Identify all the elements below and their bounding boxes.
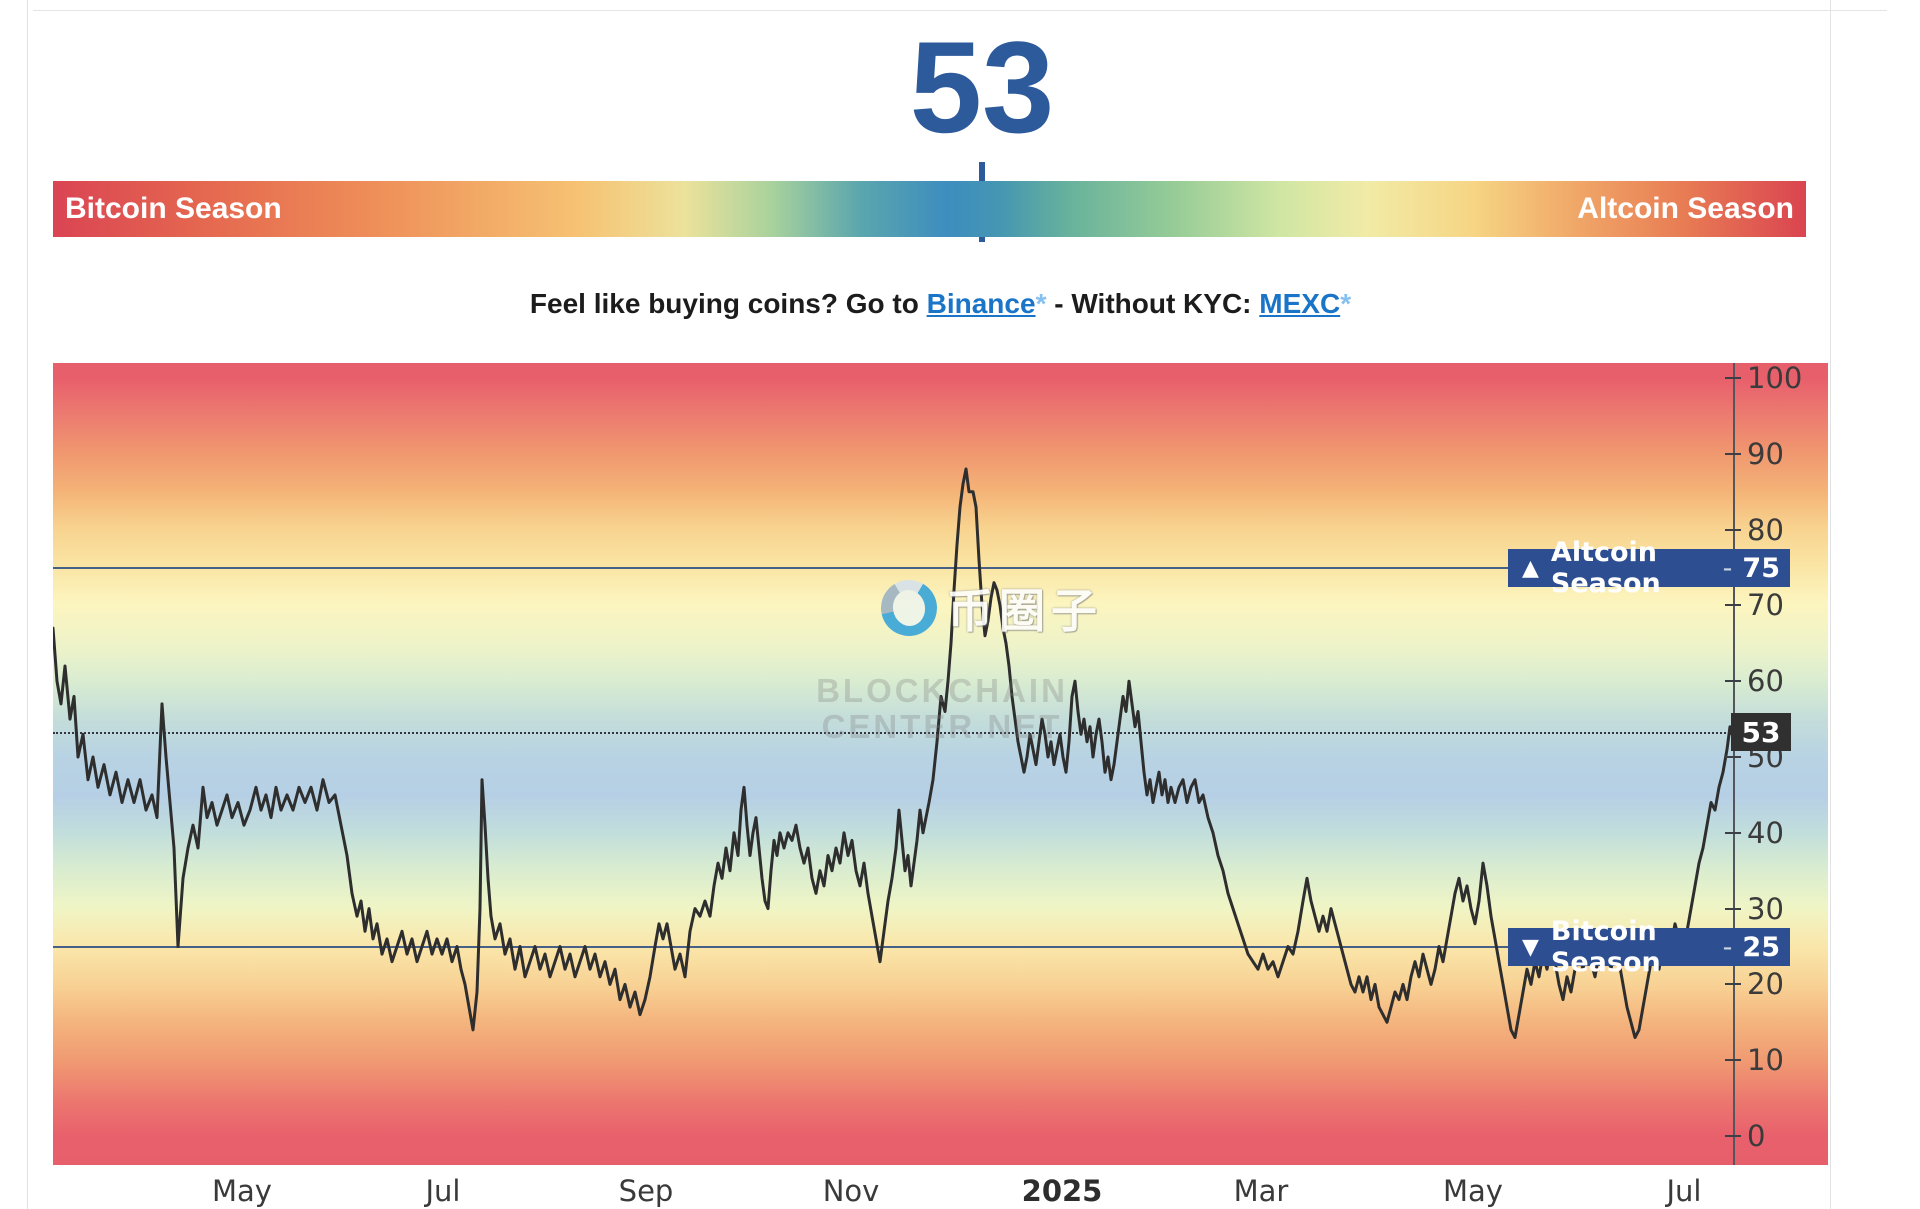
y-tick-dash [1725,907,1741,910]
bitcoin-season-label: Bitcoin Season [1550,916,1661,978]
x-tick-label: Mar [1233,1174,1289,1208]
binance-affiliate-star: * [1035,288,1047,319]
watermark-logo-icon [871,570,947,646]
y-tick-dash [1725,452,1741,455]
gauge-label-altcoin-season: Altcoin Season [1577,192,1794,225]
season-gauge-bar: Bitcoin Season Altcoin Season [53,181,1806,237]
x-tick-label: May [212,1174,272,1208]
y-tick-label: 100 [1747,361,1803,395]
triangle-up-icon: ▲ [1522,555,1539,581]
x-tick-label: May [1443,1174,1503,1208]
right-border-line [1830,0,1831,1209]
altcoin-season-label-box: ▲ Altcoin Season - 75 [1508,537,1790,599]
current-value-dotted-line [53,732,1733,734]
x-tick-label: Sep [618,1174,674,1208]
gauge-label-bitcoin-season: Bitcoin Season [65,192,282,225]
x-tick-label: Nov [822,1174,880,1208]
watermark-cn: 币圈子 [871,570,1103,646]
bitcoin-season-label-box: ▼ Bitcoin Season - 25 [1508,916,1790,978]
y-tick-label: 20 [1747,967,1784,1002]
watermark-en-line1: BLOCKCHAIN [816,672,1068,709]
x-tick-label: 2025 [1021,1174,1103,1208]
altcoin-season-label: Altcoin Season [1550,537,1661,599]
mexc-affiliate-star: * [1340,288,1352,319]
y-tick-label: 30 [1747,891,1784,926]
y-tick-dash [1725,528,1741,531]
y-tick-label: 40 [1747,815,1784,850]
left-border-line [27,0,28,1209]
promo-middle: - Without KYC: [1046,288,1260,319]
bitcoin-threshold-value: 25 [1742,931,1780,963]
watermark-en-line2: CENTER.NET [821,708,1063,745]
promo-prefix: Feel like buying coins? Go to [529,288,927,319]
y-axis-line [1733,363,1735,1165]
altcoin-threshold-line [53,567,1733,569]
top-divider-line [33,10,1887,11]
watermark-cn-text: 币圈子 [947,585,1103,637]
y-tick-label: 70 [1747,588,1784,623]
binance-link[interactable]: Binance [926,288,1036,319]
altcoin-season-chart: 币圈子 BLOCKCHAIN CENTER.NET 0 10 20 30 40 50 60 7… [53,361,1828,1165]
y-tick-dash [1725,756,1741,758]
current-index-value: 53 [909,14,1055,160]
x-tick-label: Jul [1666,1174,1702,1208]
bitcoin-threshold-line [53,946,1733,948]
mexc-link[interactable]: MEXC [1259,288,1341,319]
index-line-svg [53,467,1734,1039]
y-tick-dash [1725,1135,1741,1137]
y-tick-dash [1725,831,1741,834]
current-value-axis-box: 53 [1731,713,1791,751]
y-tick-label: 60 [1747,664,1784,699]
y-tick-label: 10 [1747,1043,1784,1078]
y-tick-label: 80 [1747,512,1784,547]
y-tick-dash [1725,1059,1741,1062]
y-tick-dash [1725,604,1741,607]
y-tick-label: 90 [1747,436,1784,471]
promo-line: Feel like buying coins? Go to Binance* -… [53,288,1828,320]
altcoin-threshold-value: 75 [1742,552,1780,584]
triangle-down-icon: ▼ [1522,934,1539,960]
y-tick-dash [1725,983,1741,986]
y-tick-dash [1725,377,1741,379]
bitcoin-tick-dash: - [1722,931,1733,963]
altcoin-tick-dash: - [1722,552,1733,584]
x-tick-label: Jul [425,1174,461,1208]
y-tick-label: 0 [1747,1119,1766,1153]
index-line [53,467,1734,1039]
watermark-blockchaincenter: BLOCKCHAIN CENTER.NET [816,673,1068,745]
y-tick-dash [1725,680,1741,683]
